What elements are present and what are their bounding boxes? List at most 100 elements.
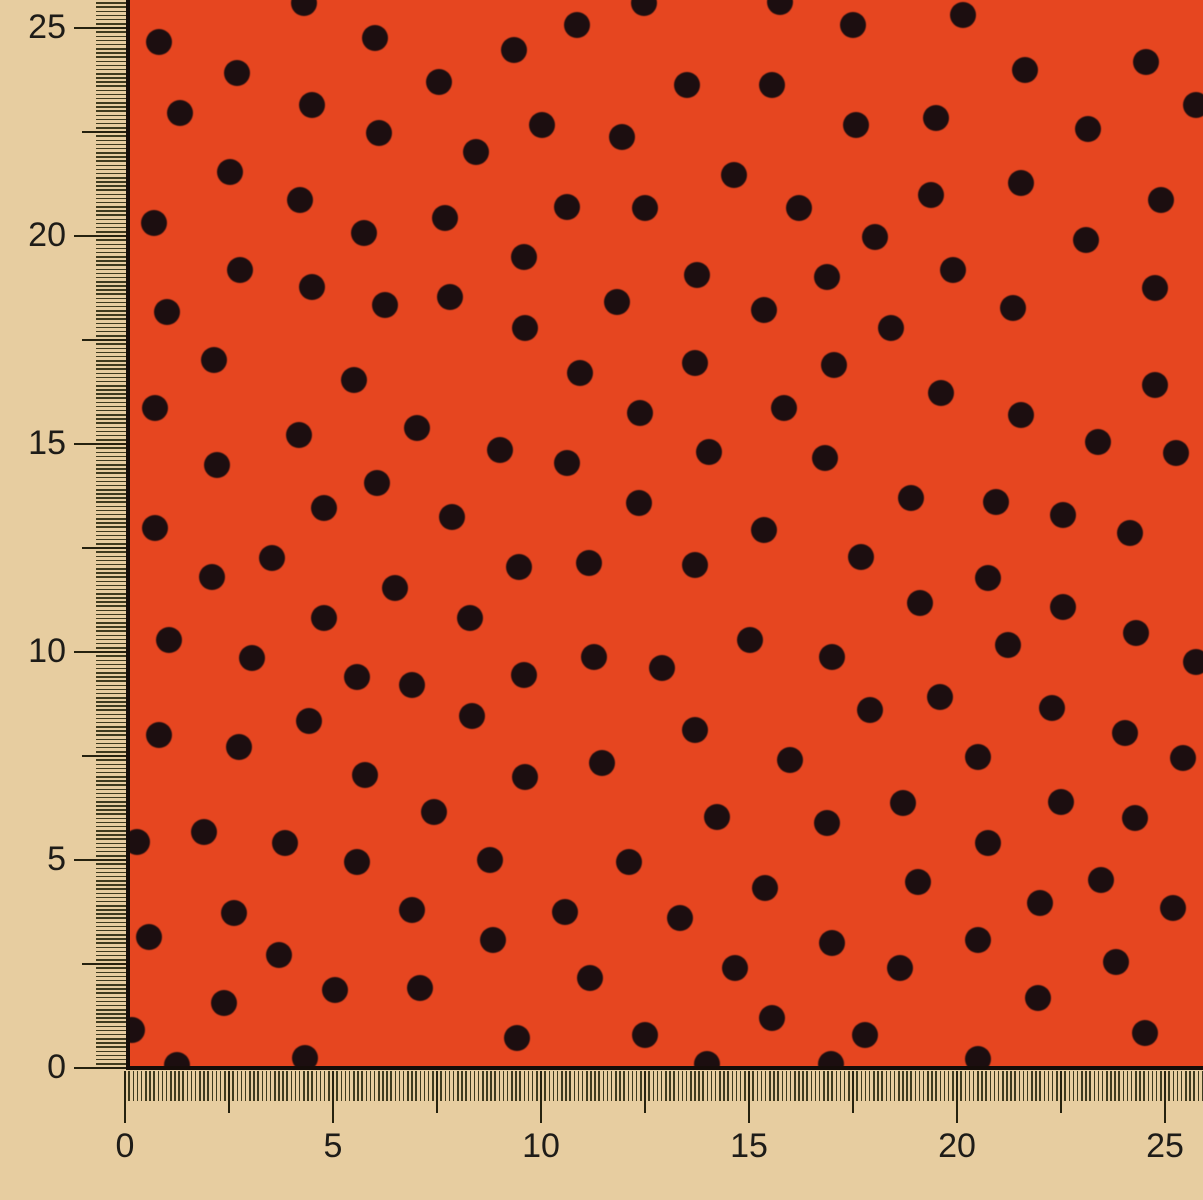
ruler-tick: [544, 1071, 546, 1101]
polka-dot: [577, 965, 603, 991]
ruler-tick: [96, 701, 126, 703]
ruler-tick: [96, 759, 126, 761]
ruler-tick: [781, 1071, 784, 1101]
polka-dot: [1050, 594, 1076, 620]
ruler-tick: [540, 1071, 542, 1123]
polka-dot: [142, 515, 168, 541]
ruler-tick: [96, 281, 126, 283]
polka-dot: [857, 697, 883, 723]
polka-dot: [142, 395, 168, 421]
left-ruler-label: 5: [47, 840, 66, 878]
ruler-tick: [96, 751, 126, 753]
ruler-tick: [96, 430, 126, 433]
ruler-tick: [96, 996, 126, 999]
ruler-tick: [665, 1071, 667, 1101]
ruler-tick: [627, 1071, 630, 1101]
polka-dot: [759, 72, 785, 98]
ruler-tick: [96, 667, 126, 670]
ruler-tick: [96, 426, 126, 429]
ruler-tick: [96, 934, 126, 936]
ruler-tick: [586, 1071, 588, 1101]
ruler-tick: [96, 992, 126, 994]
ruler-tick: [1114, 1071, 1116, 1101]
ruler-tick: [96, 102, 126, 104]
ruler-tick: [96, 950, 126, 953]
polka-dot: [1142, 275, 1168, 301]
ruler-tick: [1160, 1071, 1162, 1101]
ruler-tick: [96, 73, 126, 75]
polka-dot: [167, 100, 193, 126]
polka-dot: [1112, 720, 1138, 746]
ruler-tick: [411, 1071, 413, 1101]
ruler-tick: [96, 301, 126, 304]
ruler-tick: [96, 534, 126, 537]
ruler-tick: [373, 1071, 376, 1101]
ruler-tick: [802, 1071, 804, 1101]
polka-dot: [487, 437, 513, 463]
ruler-tick: [96, 584, 126, 587]
polka-dot: [1008, 170, 1034, 196]
ruler-tick: [402, 1071, 405, 1101]
ruler-tick: [96, 52, 126, 54]
ruler-tick: [96, 697, 126, 699]
polka-dot: [1039, 695, 1065, 721]
ruler-tick: [427, 1071, 430, 1101]
polka-dot: [552, 899, 578, 925]
ruler-tick: [390, 1071, 392, 1101]
ruler-tick: [968, 1071, 971, 1101]
polka-dot: [322, 977, 348, 1003]
polka-dot: [1183, 92, 1203, 118]
ruler-tick: [74, 651, 126, 653]
ruler-tick: [96, 1004, 126, 1007]
polka-dot: [1123, 620, 1149, 646]
ruler-tick: [935, 1071, 937, 1101]
ruler-tick: [823, 1071, 825, 1101]
polka-dot: [364, 470, 390, 496]
ruler-tick: [74, 1067, 126, 1069]
ruler-tick: [96, 518, 126, 520]
ruler-tick: [215, 1071, 218, 1101]
ruler-tick: [96, 218, 126, 221]
ruler-tick: [494, 1071, 496, 1101]
ruler-tick: [96, 206, 126, 208]
ruler-tick: [294, 1071, 297, 1101]
ruler-tick: [398, 1071, 401, 1101]
ruler-tick: [952, 1071, 954, 1101]
polka-dot: [684, 262, 710, 288]
left-ruler-label: 15: [28, 424, 66, 462]
polka-dot: [722, 955, 748, 981]
ruler-tick: [96, 135, 126, 137]
ruler-tick: [598, 1071, 600, 1101]
ruler-tick: [1168, 1071, 1170, 1101]
ruler-tick: [96, 601, 126, 603]
polka-dot: [767, 0, 793, 15]
ruler-tick: [96, 318, 126, 320]
ruler-tick: [735, 1071, 738, 1101]
ruler-tick: [96, 717, 126, 720]
ruler-tick: [96, 14, 126, 17]
ruler-tick: [96, 543, 126, 545]
ruler-tick: [96, 568, 126, 570]
ruler-tick: [502, 1071, 505, 1101]
ruler-tick: [96, 593, 126, 595]
ruler-tick: [1010, 1071, 1012, 1101]
ruler-tick: [96, 771, 126, 774]
ruler-tick: [96, 1042, 126, 1044]
ruler-tick: [96, 780, 126, 782]
ruler-tick: [536, 1071, 538, 1101]
ruler-tick: [96, 713, 126, 716]
ruler-tick: [972, 1071, 975, 1101]
ruler-tick: [96, 93, 126, 96]
ruler-tick: [82, 339, 126, 341]
ruler-tick: [1201, 1071, 1203, 1101]
ruler-tick: [96, 185, 126, 187]
ruler-tick: [477, 1071, 480, 1101]
ruler-tick: [96, 2, 126, 4]
ruler-tick: [96, 197, 126, 200]
fabric-swatch: [126, 0, 1203, 1070]
ruler-tick: [839, 1071, 842, 1101]
ruler-tick: [864, 1071, 867, 1101]
ruler-tick: [690, 1071, 692, 1101]
polka-dot: [463, 139, 489, 165]
ruler-tick: [685, 1071, 688, 1101]
